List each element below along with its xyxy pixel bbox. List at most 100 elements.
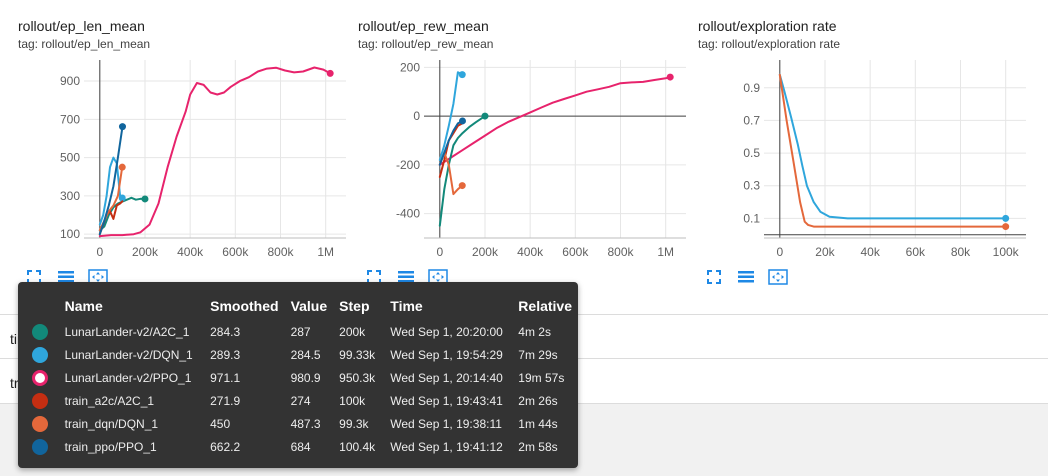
series-color-swatch [32, 369, 48, 386]
fit-domain-icon[interactable] [768, 268, 788, 286]
header-step: Step [339, 298, 370, 314]
tooltip-row: LunarLander-v2/PPO_1 971.1 980.9 950.3k Wed … [26, 366, 578, 389]
x-tick-label: 200k [472, 245, 499, 259]
series-line [438, 115, 486, 227]
tooltip-smoothed: 271.9 [210, 393, 241, 408]
data-table-icon[interactable] [736, 268, 756, 286]
tooltip-smoothed: 284.3 [210, 324, 241, 339]
tooltip-relative: 19m 57s [518, 370, 565, 385]
series-line [778, 73, 1007, 220]
x-tick-label: 400k [177, 245, 204, 259]
series-end-marker [481, 112, 489, 120]
series-line [438, 76, 672, 166]
x-tick-label: 1M [657, 245, 674, 259]
tooltip-relative: 1m 44s [518, 416, 558, 431]
tooltip-value: 274 [290, 393, 311, 408]
x-tick-label: 600k [222, 245, 249, 259]
chart-tag: tag: rollout/ep_rew_mean [358, 37, 494, 51]
y-tick-label: 0.5 [743, 146, 760, 160]
chart-card-exploration-rate: rollout/exploration rate tag: rollout/ex… [698, 0, 1038, 300]
tooltip-time: Wed Sep 1, 19:41:12 [390, 439, 503, 454]
series-end-marker [458, 117, 466, 125]
x-tick-label: 80k [951, 245, 971, 259]
series-line [778, 73, 1007, 228]
series-line [438, 71, 464, 161]
tooltip-value: 487.3 [290, 416, 321, 431]
tooltip-step: 99.3k [339, 416, 369, 431]
tooltip-name: train_ppo/PPO_1 [64, 439, 157, 454]
series-end-marker [458, 71, 466, 79]
tooltip-value: 287 [290, 324, 311, 339]
header-time: Time [390, 298, 423, 314]
tooltip-time: Wed Sep 1, 20:14:40 [390, 370, 503, 385]
series-end-marker [1002, 223, 1010, 231]
y-tick-label: 0 [413, 109, 420, 123]
tooltip-step: 100k [339, 393, 366, 408]
tooltip: Name Smoothed Value Step Time Relative L… [18, 282, 578, 468]
x-tick-label: 800k [267, 245, 294, 259]
tooltip-smoothed: 662.2 [210, 439, 241, 454]
tooltip-step: 99.33k [339, 347, 376, 362]
x-tick-label: 60k [906, 245, 926, 259]
tooltip-value: 980.9 [290, 370, 321, 385]
series-end-marker [118, 163, 126, 171]
series-end-marker [1002, 214, 1010, 222]
x-tick-label: 400k [517, 245, 544, 259]
chart-ep-len-mean[interactable]: 100 300 500 700 900 0 200k 400k 600k 800k 1M [18, 0, 358, 270]
chart-title: rollout/ep_rew_mean [358, 18, 489, 34]
y-tick-label: 300 [60, 189, 80, 203]
series-color-swatch [32, 323, 48, 340]
series-end-marker [326, 69, 334, 77]
tooltip-name: LunarLander-v2/DQN_1 [64, 347, 193, 362]
tooltip-time: Wed Sep 1, 20:20:00 [390, 324, 503, 339]
series-color-swatch [32, 438, 48, 455]
tooltip-row: train_ppo/PPO_1 662.2 684 100.4k Wed Sep 1, … [26, 435, 578, 458]
series-end-marker [666, 73, 674, 81]
tooltip-row: LunarLander-v2/DQN_1 289.3 284.5 99.33k Wed … [26, 343, 578, 366]
series-color-swatch [32, 346, 48, 363]
chart-actions [704, 268, 788, 286]
tooltip-value: 684 [290, 439, 311, 454]
tooltip-row: train_dqn/DQN_1 450 487.3 99.3k Wed Sep 1, 1… [26, 412, 578, 435]
tooltip-relative: 2m 26s [518, 393, 558, 408]
data-table-icon[interactable] [56, 268, 76, 286]
chart-exploration-rate[interactable]: 0.1 0.3 0.5 0.7 0.9 0 20k 40k 60k 80k 100k [698, 0, 1038, 270]
chart-ep-rew-mean[interactable]: -400 -200 0 200 0 200k 400k 600k 800k 1M [358, 0, 698, 270]
y-tick-label: 0.9 [743, 81, 760, 95]
y-tick-label: 700 [60, 112, 80, 126]
series-end-marker [118, 194, 126, 202]
tooltip-time: Wed Sep 1, 19:54:29 [390, 347, 503, 362]
expand-icon[interactable] [704, 268, 724, 286]
y-tick-label: 100 [60, 227, 80, 241]
series-line [98, 125, 124, 236]
header-value: Value [290, 298, 328, 314]
tooltip-name: train_dqn/DQN_1 [64, 416, 159, 431]
expand-icon[interactable] [364, 268, 384, 286]
tooltip-name: LunarLander-v2/A2C_1 [64, 324, 190, 339]
series-end-marker [118, 123, 126, 131]
expand-icon[interactable] [24, 268, 44, 286]
series-line [98, 66, 332, 238]
tooltip-table: Name Smoothed Value Step Time Relative L… [26, 298, 578, 458]
tooltip-row: train_a2c/A2C_1 271.9 274 100k Wed Sep 1, 19… [26, 389, 578, 412]
data-table-icon[interactable] [396, 268, 416, 286]
tooltip-relative: 2m 58s [518, 439, 558, 454]
tooltip-smoothed: 971.1 [210, 370, 241, 385]
series-end-marker [141, 195, 149, 203]
tooltip-name: train_a2c/A2C_1 [64, 393, 155, 408]
tooltip-header-row: Name Smoothed Value Step Time Relative [26, 298, 578, 320]
y-tick-label: 0.1 [743, 211, 760, 225]
tooltip-value: 284.5 [290, 347, 321, 362]
tooltip-step: 950.3k [339, 370, 376, 385]
x-tick-label: 40k [860, 245, 880, 259]
header-smoothed: Smoothed [210, 298, 279, 314]
y-tick-label: 200 [400, 60, 420, 74]
y-tick-label: 0.7 [743, 113, 760, 127]
tooltip-step: 200k [339, 324, 366, 339]
x-tick-label: 600k [562, 245, 589, 259]
chart-card-ep-len-mean: rollout/ep_len_mean tag: rollout/ep_len_… [18, 0, 358, 300]
tooltip-relative: 7m 29s [518, 347, 558, 362]
x-tick-label: 20k [815, 245, 835, 259]
chart-title: rollout/exploration rate [698, 18, 837, 34]
tooltip-name: LunarLander-v2/PPO_1 [64, 370, 192, 385]
